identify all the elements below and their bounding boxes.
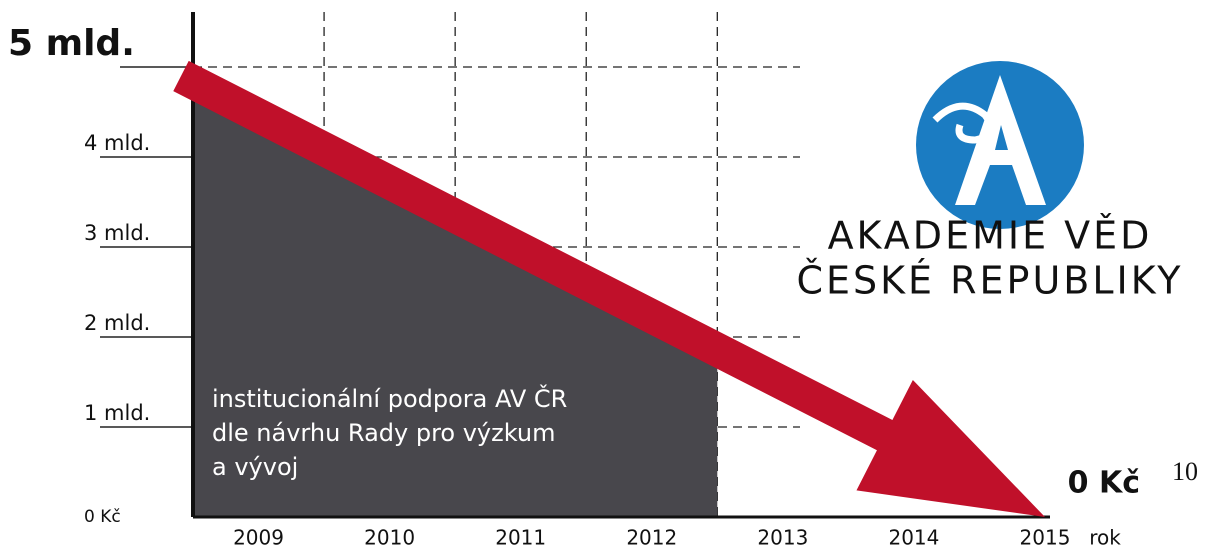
x-tick-label: 2010: [364, 526, 415, 550]
area-label: institucionální podpora AV ČR: [212, 383, 567, 413]
x-tick-label: 2013: [757, 526, 808, 550]
end-label: 0 Kč: [1068, 466, 1140, 501]
area-label: dle návrhu Rady pro výzkum: [212, 419, 555, 447]
y-tick-label: 1 mld.: [84, 401, 150, 425]
x-tick-label: 2014: [888, 526, 939, 550]
logo-mark: [955, 75, 1046, 205]
area-label: a vývoj: [212, 453, 298, 481]
page-number: 10: [1172, 457, 1198, 486]
arrow: [173, 60, 1045, 518]
x-tick-label: 2015: [1020, 526, 1071, 550]
x-tick-label: 2009: [233, 526, 284, 550]
y-tick-label: 0 Kč: [84, 507, 121, 527]
logo-line2: ČESKÉ REPUBLIKY: [796, 259, 1183, 303]
x-tick-label: 2012: [626, 526, 677, 550]
logo-line1: AKADEMIE VĚD: [828, 214, 1153, 258]
logo-swirl: [932, 102, 995, 144]
x-tick-label: 2011: [495, 526, 546, 550]
y-tick-label: 2 mld.: [84, 311, 150, 335]
y-tick-label: 4 mld.: [84, 131, 150, 155]
y-tick-label: 5 mld.: [8, 23, 135, 64]
y-tick-label: 3 mld.: [84, 221, 150, 245]
x-axis-label: rok: [1089, 526, 1121, 550]
area: [193, 94, 718, 517]
